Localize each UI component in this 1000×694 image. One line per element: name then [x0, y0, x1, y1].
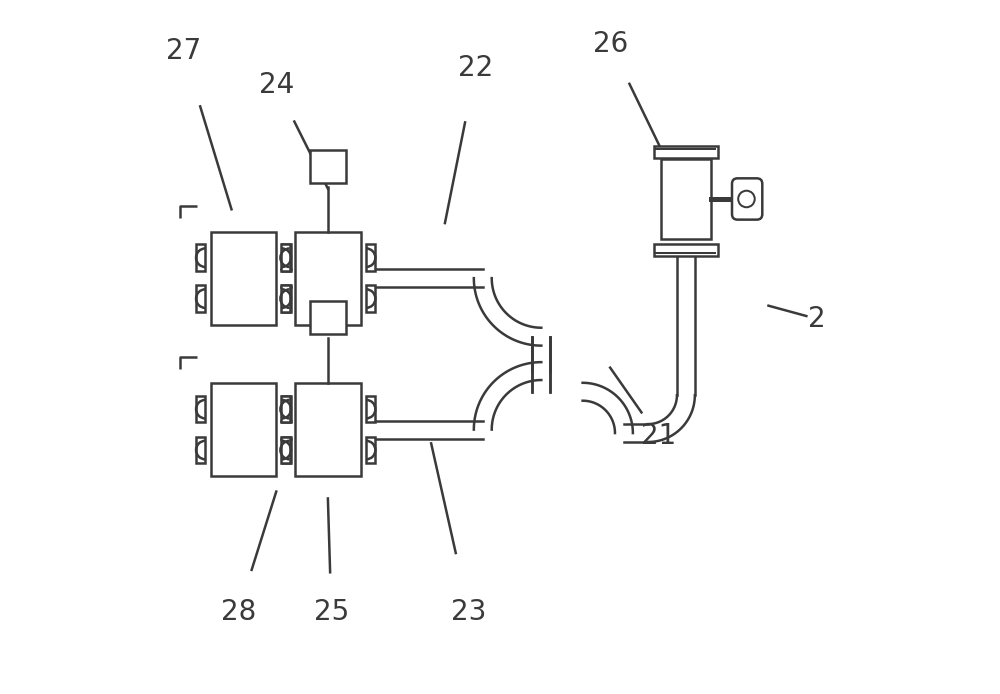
Text: 21: 21	[641, 423, 676, 450]
Bar	[310, 150, 346, 183]
Bar	[282, 244, 291, 271]
Text: 22: 22	[458, 54, 494, 82]
Circle shape	[738, 191, 755, 208]
Bar	[654, 146, 718, 158]
Bar	[281, 396, 290, 423]
Bar	[366, 396, 375, 423]
Bar	[196, 396, 205, 423]
Bar	[196, 244, 205, 271]
Bar	[310, 301, 346, 335]
Text: 26: 26	[593, 30, 628, 58]
Bar	[281, 437, 290, 464]
Bar	[366, 244, 375, 271]
Bar	[196, 437, 205, 464]
Text: 27: 27	[166, 37, 201, 65]
Bar	[282, 396, 291, 423]
Bar	[282, 285, 291, 312]
Text: 28: 28	[221, 598, 256, 626]
Bar	[366, 285, 375, 312]
Bar	[654, 244, 718, 257]
Bar	[281, 244, 290, 271]
Bar	[295, 383, 361, 476]
Bar	[661, 160, 711, 239]
Bar	[366, 437, 375, 464]
Bar	[211, 232, 276, 325]
Text: 24: 24	[259, 71, 294, 99]
Bar	[196, 285, 205, 312]
Bar	[282, 437, 291, 464]
Bar	[281, 285, 290, 312]
Bar	[211, 383, 276, 476]
FancyBboxPatch shape	[732, 178, 762, 219]
Bar	[295, 232, 361, 325]
Text: 25: 25	[314, 598, 349, 626]
Text: 2: 2	[808, 305, 825, 333]
Text: 23: 23	[451, 598, 487, 626]
